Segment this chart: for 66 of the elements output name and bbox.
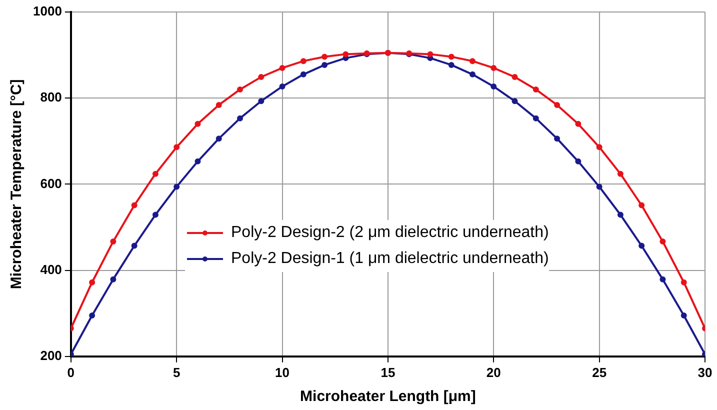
y-tick-label: 1000	[33, 4, 62, 19]
point	[490, 83, 497, 90]
x-tick-label: 20	[486, 364, 501, 380]
x-axis-title: Microheater Length [μm]	[300, 388, 476, 406]
point	[258, 74, 264, 80]
point	[490, 64, 497, 71]
point	[596, 144, 602, 150]
point	[532, 115, 539, 122]
point	[322, 54, 328, 60]
point	[448, 54, 454, 60]
point	[110, 276, 116, 282]
point	[470, 58, 476, 64]
point	[638, 242, 645, 249]
y-tick-label: 400	[40, 262, 62, 277]
point	[152, 212, 158, 218]
point	[575, 158, 582, 164]
point	[174, 144, 180, 150]
y-tick-label: 800	[40, 90, 62, 105]
point	[617, 212, 624, 218]
point	[554, 102, 560, 108]
point	[131, 242, 138, 249]
point	[617, 170, 624, 177]
point	[448, 62, 454, 68]
x-tick-label: 0	[67, 364, 75, 380]
point	[512, 98, 518, 104]
point	[216, 136, 222, 142]
legend-label: Poly-2 Design-1 (1 μm dielectric underneath)	[231, 250, 549, 268]
point	[680, 279, 687, 286]
point	[470, 71, 476, 78]
x-tick-label: 5	[172, 364, 180, 380]
point	[152, 170, 158, 177]
point	[342, 51, 349, 58]
point	[279, 64, 286, 71]
x-tick-label: 30	[698, 364, 712, 380]
point	[174, 184, 180, 190]
y-tick-label: 200	[40, 348, 62, 363]
point	[89, 279, 96, 286]
point	[194, 158, 201, 164]
y-tick-label: 600	[40, 176, 62, 191]
y-axis-title: Microheater Temperature [°C]	[8, 79, 26, 290]
point	[194, 120, 201, 127]
point	[680, 312, 687, 319]
point	[512, 74, 518, 80]
point	[532, 86, 539, 92]
point	[258, 98, 264, 104]
point	[322, 62, 328, 68]
point	[660, 276, 666, 282]
point	[216, 102, 222, 108]
point	[89, 312, 96, 319]
point	[300, 58, 306, 64]
x-tick-label: 15	[380, 364, 396, 380]
legend-label: Poly-2 Design-2 (2 μm dielectric underneath)	[231, 224, 549, 242]
point	[575, 120, 582, 127]
point	[279, 83, 286, 90]
x-tick-label: 10	[275, 364, 290, 380]
point	[638, 202, 645, 208]
point	[110, 238, 116, 244]
point	[237, 115, 244, 122]
point	[660, 238, 666, 244]
point	[554, 136, 560, 142]
x-tick-label: 25	[592, 364, 607, 380]
point	[300, 71, 306, 78]
point	[427, 51, 434, 58]
point	[237, 86, 244, 92]
point	[131, 202, 138, 208]
point	[596, 184, 602, 190]
